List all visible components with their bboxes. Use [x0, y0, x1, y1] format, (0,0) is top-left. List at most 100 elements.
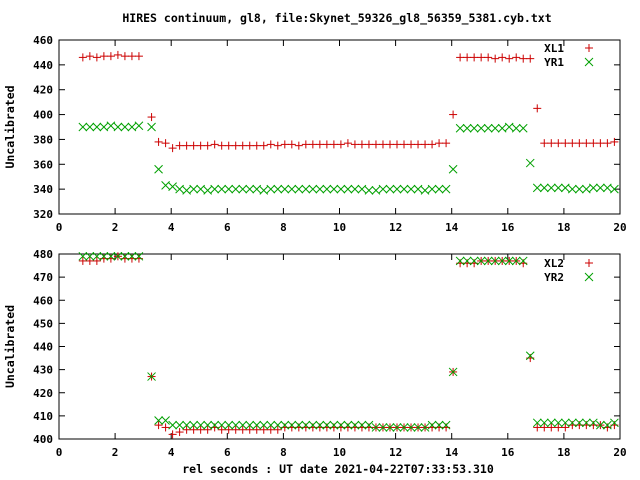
data-point [511, 256, 521, 266]
data-point [470, 53, 479, 62]
x-tick-label: 18 [557, 221, 570, 234]
data-point [168, 420, 177, 430]
data-point [463, 53, 472, 62]
data-point [273, 425, 282, 434]
data-point [203, 186, 213, 195]
data-point [449, 110, 458, 119]
data-point [210, 184, 220, 194]
data-point [540, 423, 549, 432]
y-tick-label: 380 [33, 133, 53, 146]
data-point [329, 140, 338, 149]
data-point [407, 140, 416, 149]
data-point [273, 141, 282, 150]
data-point [371, 186, 381, 195]
data-point [147, 122, 156, 132]
data-point [287, 140, 296, 149]
legend-marker [585, 259, 593, 267]
y-tick-label: 430 [33, 364, 53, 377]
data-point [392, 184, 402, 194]
data-point [266, 184, 276, 194]
data-point [259, 141, 268, 150]
x-tick-label: 6 [224, 446, 231, 459]
data-point [574, 184, 584, 194]
data-point [106, 121, 116, 131]
data-point [280, 184, 290, 194]
data-point [539, 183, 549, 193]
data-point [203, 420, 213, 430]
data-point [610, 418, 619, 428]
y-tick-label: 450 [33, 317, 53, 330]
data-point [245, 184, 255, 194]
x-tick-label: 14 [445, 446, 459, 459]
data-point [196, 184, 206, 194]
data-point [106, 251, 116, 261]
data-point [78, 251, 88, 261]
data-point [231, 141, 240, 150]
data-point [462, 256, 472, 266]
y-tick-label: 410 [33, 410, 53, 423]
data-point [127, 52, 136, 61]
data-point [147, 113, 156, 122]
data-point [224, 425, 233, 434]
data-point [414, 140, 423, 149]
data-point [371, 140, 380, 149]
data-point [252, 141, 261, 150]
data-point [154, 137, 163, 146]
data-point [245, 420, 255, 430]
legend-label: XL2 [544, 257, 564, 270]
data-point [120, 122, 130, 132]
data-point [301, 420, 311, 430]
data-point [259, 186, 269, 195]
data-point [455, 256, 465, 266]
y-tick-label: 480 [33, 248, 53, 261]
data-point [336, 184, 346, 194]
data-point [287, 184, 297, 194]
y-tick-label: 360 [33, 158, 53, 171]
data-point [113, 122, 123, 132]
data-point [561, 423, 570, 432]
data-point [567, 418, 577, 428]
data-point [127, 122, 137, 132]
data-point [526, 54, 535, 63]
data-point [99, 52, 108, 61]
data-point [575, 139, 584, 148]
data-point [120, 52, 129, 61]
data-point [92, 122, 102, 132]
data-point [175, 141, 184, 150]
data-point [582, 139, 591, 148]
data-point [462, 123, 472, 133]
y-tick-label: 440 [33, 59, 53, 72]
data-point [532, 183, 542, 193]
data-point [610, 184, 619, 194]
data-point [189, 425, 198, 434]
data-point [147, 372, 156, 381]
data-point [511, 123, 521, 133]
data-point [603, 183, 612, 193]
data-point [92, 53, 101, 62]
data-point [393, 140, 402, 149]
data-point [92, 251, 102, 261]
data-point [113, 251, 123, 261]
series-YR2 [78, 251, 619, 432]
data-point [456, 53, 465, 62]
data-point [343, 139, 352, 148]
chart-title: HIRES continuum, gl8, file:Skynet_59326_… [122, 11, 551, 26]
data-point [357, 184, 367, 194]
data-point [364, 420, 374, 430]
data-point [441, 420, 451, 430]
data-point [175, 428, 184, 437]
data-point [329, 184, 339, 194]
data-point [217, 420, 227, 430]
data-point [238, 425, 247, 434]
data-point [421, 140, 430, 149]
data-point [85, 256, 94, 265]
data-point [588, 418, 598, 428]
series-XL2 [78, 252, 619, 439]
data-point [238, 141, 247, 150]
data-point [189, 184, 198, 194]
x-tick-label: 20 [613, 446, 626, 459]
plot-frame [58, 253, 621, 440]
data-point [546, 183, 556, 193]
data-point [533, 104, 542, 113]
data-point [434, 420, 444, 430]
